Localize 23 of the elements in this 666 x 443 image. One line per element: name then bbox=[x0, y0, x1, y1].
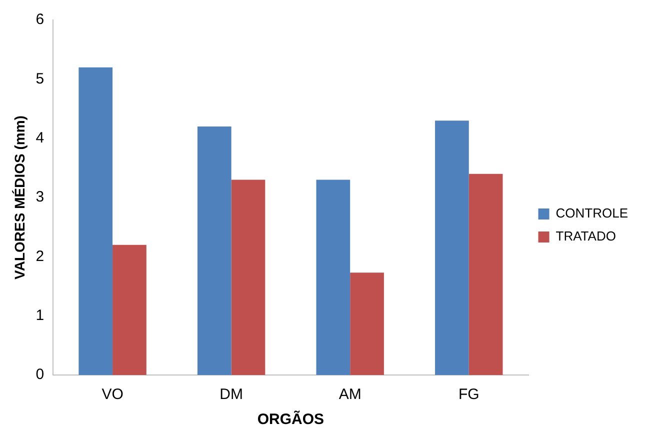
x-tick-label: AM bbox=[338, 386, 362, 404]
bar bbox=[78, 67, 113, 375]
legend-label: TRATADO bbox=[556, 228, 616, 244]
y-tick-label: 0 bbox=[36, 366, 44, 384]
legend-label: CONTROLE bbox=[556, 206, 628, 221]
y-tick-label: 3 bbox=[36, 188, 44, 206]
bar bbox=[231, 180, 266, 375]
y-tick-label: 6 bbox=[36, 11, 44, 28]
x-tick-label: VO bbox=[102, 386, 124, 404]
bar bbox=[197, 126, 232, 375]
y-tick-label: 5 bbox=[36, 70, 44, 88]
x-tick-label: FG bbox=[458, 386, 480, 404]
y-tick-label: 2 bbox=[36, 248, 44, 265]
x-axis-title: ORGÃOS bbox=[257, 410, 324, 428]
y-tick-label: 4 bbox=[36, 129, 44, 146]
bar bbox=[435, 120, 469, 375]
bar bbox=[350, 272, 384, 375]
bar bbox=[468, 174, 503, 375]
bar bbox=[316, 180, 350, 375]
y-tick-label: 1 bbox=[36, 306, 44, 324]
x-tick-label: DM bbox=[220, 386, 243, 404]
y-axis-title: VALORES MÉDIOS (mm) bbox=[11, 116, 28, 280]
bar bbox=[112, 244, 146, 375]
